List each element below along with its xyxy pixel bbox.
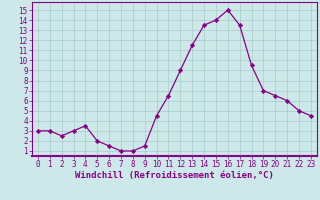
X-axis label: Windchill (Refroidissement éolien,°C): Windchill (Refroidissement éolien,°C) bbox=[75, 171, 274, 180]
